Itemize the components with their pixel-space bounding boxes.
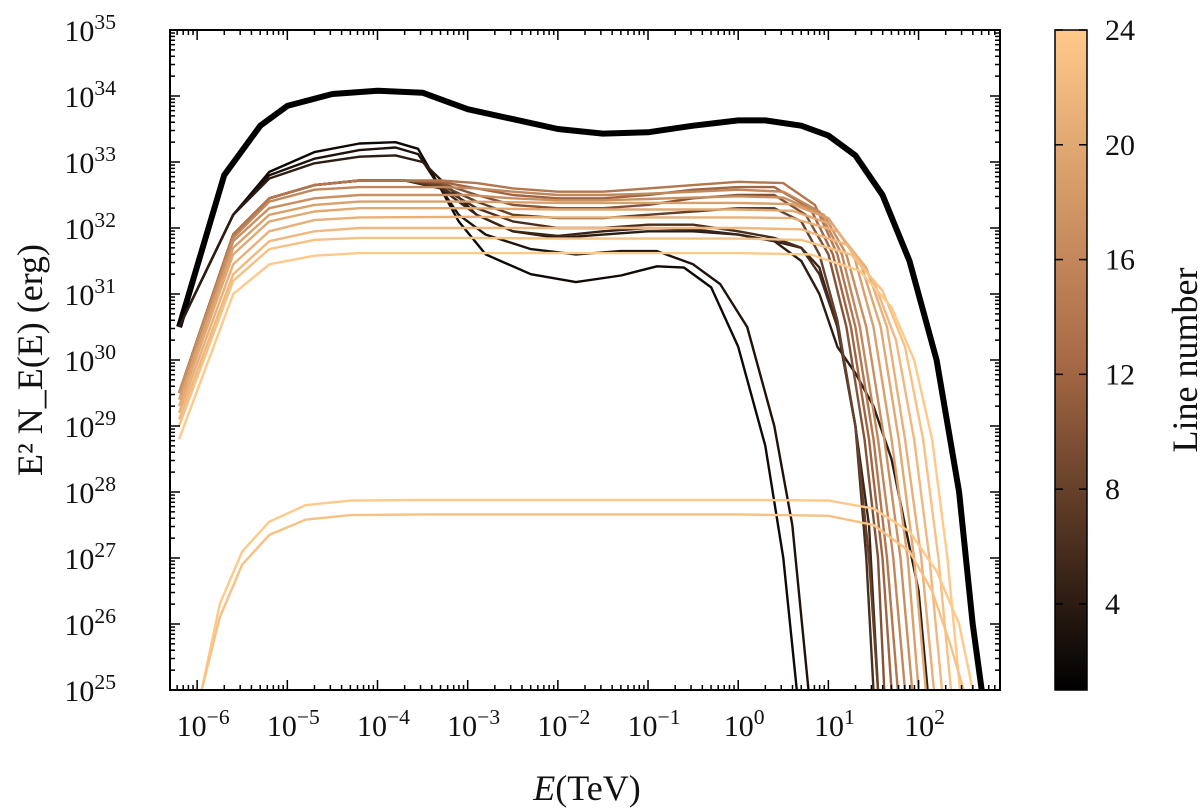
y-tick-label-11: 1035: [64, 10, 116, 48]
colorbar-tick-label-5: 20: [1105, 129, 1135, 162]
series-line-1: [176, 87, 985, 690]
colorbar-tick-label-6: 24: [1105, 14, 1135, 47]
y-tick-label-11-base: 10: [64, 15, 94, 48]
x-tick-label-9: 102: [904, 705, 945, 743]
colorbar-tick-label-3: 12: [1105, 358, 1135, 391]
y-tick-label-7: 1031: [64, 274, 116, 312]
series-line-8: [177, 179, 886, 690]
x-tick-label-7-exponent: 0: [754, 705, 765, 729]
y-tick-label-2-base: 10: [64, 609, 94, 642]
x-tick-label-1: 10−6: [177, 705, 230, 743]
y-tick-label-1-base: 10: [64, 675, 94, 708]
x-tick-label-9-base: 10: [904, 710, 934, 743]
y-axis-label: E² N_E(E) (erg): [10, 244, 50, 476]
y-tick-label-8: 1032: [64, 208, 116, 246]
y-tick-label-9: 1033: [64, 142, 116, 180]
series-line-10: [177, 179, 899, 690]
series-line-7: [177, 179, 880, 690]
series-line-17: [177, 236, 953, 690]
x-axis-label-unit: (TeV): [555, 768, 640, 808]
x-tick-label-6-base: 10: [628, 710, 658, 743]
x-tick-label-4: 10−3: [447, 705, 500, 743]
series-line-13: [177, 200, 920, 690]
y-tick-label-10-exponent: 34: [94, 76, 116, 100]
x-tick-label-4-base: 10: [447, 710, 477, 743]
colorbar-ticks: 4 8 12 16 20 24: [1055, 14, 1135, 621]
y-tick-label-2-exponent: 26: [94, 604, 116, 628]
colorbar-tick-label-4: 16: [1105, 244, 1135, 277]
x-tick-label-5-exponent: −2: [567, 705, 590, 729]
y-tick-label-6-base: 10: [64, 345, 94, 378]
y-tick-label-8-base: 10: [64, 213, 94, 246]
series-line-2: [178, 141, 798, 690]
y-tick-label-3-base: 10: [64, 543, 94, 576]
colorbar-tick-label-1: 4: [1105, 588, 1120, 621]
x-axis-label-var: E: [532, 768, 555, 808]
colorbar-label-text: Line number: [1165, 268, 1200, 453]
y-tick-label-3: 1027: [64, 538, 116, 576]
x-tick-label-8-exponent: 1: [844, 705, 855, 729]
y-tick-label-6-exponent: 30: [94, 340, 116, 364]
y-tick-label-5-exponent: 29: [94, 406, 116, 430]
series-line-18: [177, 251, 962, 690]
y-tick-label-2: 1026: [64, 604, 116, 642]
y-tick-label-8-exponent: 32: [94, 208, 116, 232]
y-tick-label-4-base: 10: [64, 477, 94, 510]
x-tick-label-4-exponent: −3: [477, 705, 500, 729]
x-tick-label-2-exponent: −5: [297, 705, 320, 729]
series-line-5: [177, 179, 880, 690]
x-tick-label-1-exponent: −6: [207, 705, 230, 729]
x-tick-label-2-base: 10: [267, 710, 297, 743]
x-tick-label-3-exponent: −4: [387, 705, 410, 729]
y-tick-label-6: 1030: [64, 340, 116, 378]
series-line-19: [200, 498, 974, 690]
y-tick-label-11-exponent: 35: [94, 10, 116, 34]
series-line-3: [178, 146, 810, 690]
x-tick-label-3-base: 10: [357, 710, 387, 743]
series-line-14: [177, 207, 927, 690]
y-tick-label-10-base: 10: [64, 81, 94, 114]
series-line-11: [177, 185, 907, 690]
series-line-6: [177, 179, 875, 690]
x-axis-label: E(TeV): [532, 768, 640, 808]
y-tick-label-5-base: 10: [64, 411, 94, 444]
x-tick-label-5-base: 10: [537, 710, 567, 743]
x-tick-label-1-base: 10: [177, 710, 207, 743]
y-tick-label-10: 1034: [64, 76, 116, 114]
x-tick-label-2: 10−5: [267, 705, 320, 743]
y-tick-label-9-base: 10: [64, 147, 94, 180]
x-tick-label-6-exponent: −1: [658, 705, 681, 729]
series-layer: [176, 87, 985, 690]
x-tick-label-8: 101: [814, 705, 855, 743]
series-line-20: [200, 513, 965, 690]
series-line-16: [177, 226, 944, 690]
x-tick-label-9-exponent: 2: [934, 705, 945, 729]
y-tick-label-1-exponent: 25: [94, 670, 116, 694]
y-tick-label-5: 1029: [64, 406, 116, 444]
y-tick-label-4: 1028: [64, 472, 116, 510]
y-tick-label-1: 1025: [64, 670, 116, 708]
y-tick-label-9-exponent: 33: [94, 142, 116, 166]
x-tick-label-7-base: 10: [724, 710, 754, 743]
x-tick-label-5: 10−2: [537, 705, 590, 743]
y-tick-label-7-exponent: 31: [94, 274, 116, 298]
x-tick-label-6: 10−1: [628, 705, 681, 743]
colorbar: [1054, 29, 1088, 691]
x-tick-label-3: 10−4: [357, 705, 410, 743]
colorbar-tick-label-2: 8: [1105, 473, 1120, 506]
series-line-9: [177, 179, 893, 690]
y-tick-label-7-base: 10: [64, 279, 94, 312]
y-tick-label-3-exponent: 27: [94, 538, 116, 562]
colorbar-label: Line number: [1165, 268, 1200, 453]
x-tick-label-8-base: 10: [814, 710, 844, 743]
axis-layer: 10−6 10−5 10−4 10−3 10−2 10−1 100 101 1021025102…: [64, 10, 1001, 743]
series-line-12: [177, 193, 914, 690]
y-axis-label-text: E² N_E(E) (erg): [10, 244, 50, 476]
series-line-15: [177, 215, 936, 690]
y-tick-label-4-exponent: 28: [94, 472, 116, 496]
x-tick-label-7: 100: [724, 705, 765, 743]
